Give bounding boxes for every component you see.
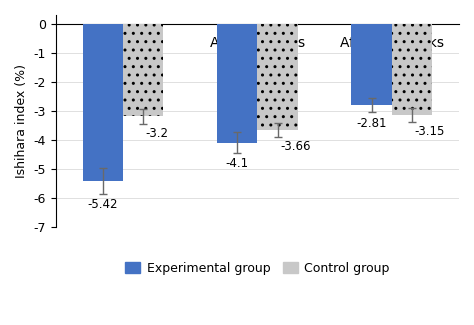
Bar	[82, 24, 123, 181]
Bar	[352, 24, 392, 105]
Text: -3.66: -3.66	[280, 140, 311, 153]
Text: -3.2: -3.2	[146, 127, 169, 140]
Bar	[123, 24, 164, 116]
Text: -2.81: -2.81	[356, 117, 387, 130]
Text: -3.15: -3.15	[415, 125, 445, 138]
Bar	[217, 24, 257, 143]
Text: -4.1: -4.1	[226, 157, 249, 170]
Y-axis label: Ishihara index (%): Ishihara index (%)	[15, 64, 28, 178]
Bar	[257, 24, 298, 130]
Legend: Experimental group, Control group: Experimental group, Control group	[120, 257, 394, 280]
Bar	[392, 24, 432, 115]
Text: -5.42: -5.42	[88, 198, 118, 211]
